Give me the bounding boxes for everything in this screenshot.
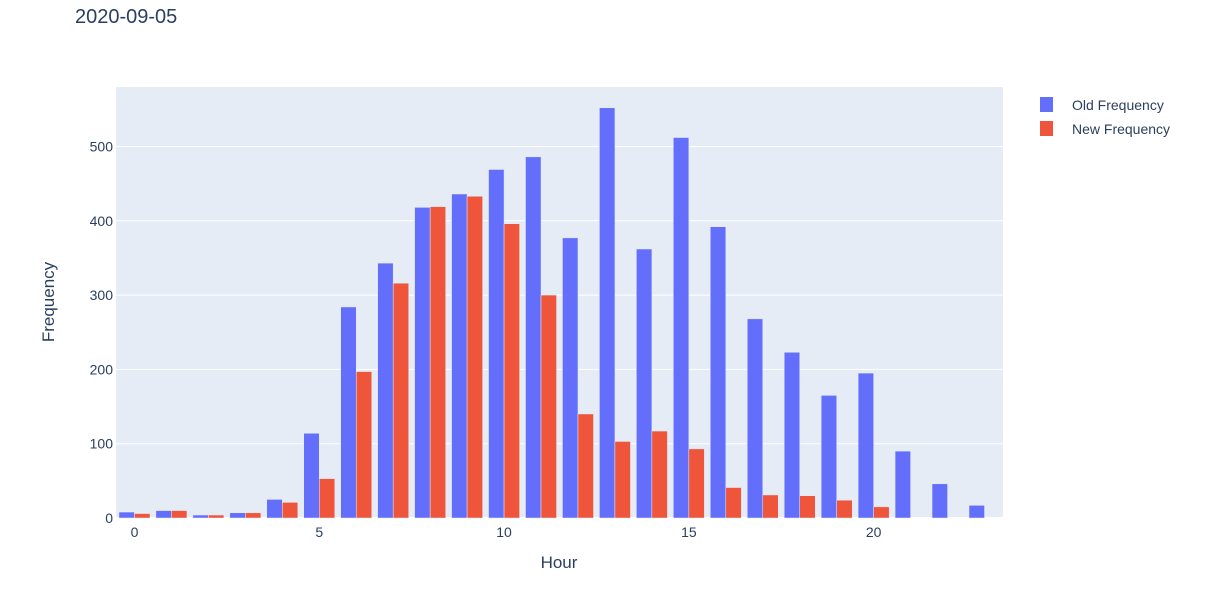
bar-new-frequency-hour-8[interactable] (429, 206, 446, 519)
bar-old-frequency-hour-12[interactable] (562, 237, 579, 519)
y-axis-ticks: 0 100 200 300 400 500 (90, 138, 114, 526)
bar-old-frequency-hour-13[interactable] (599, 107, 616, 519)
x-tick-label: 5 (315, 524, 323, 540)
x-tick-label: 10 (496, 524, 512, 540)
y-tick-label: 200 (90, 361, 114, 377)
x-axis-title: Hour (541, 553, 578, 572)
bar-new-frequency-hour-5[interactable] (319, 478, 336, 519)
bar-old-frequency-hour-11[interactable] (525, 156, 542, 519)
bar-new-frequency-hour-4[interactable] (282, 502, 299, 519)
bar-old-frequency-hour-14[interactable] (636, 248, 653, 519)
bar-old-frequency-hour-20[interactable] (857, 372, 874, 519)
chart-title: 2020-09-05 (75, 6, 177, 28)
bar-old-frequency-hour-5[interactable] (303, 433, 320, 519)
bar-old-frequency-hour-3[interactable] (229, 512, 246, 519)
legend-label-new-frequency: New Frequency (1072, 121, 1170, 137)
legend-swatch-old-frequency (1040, 97, 1053, 112)
bar-old-frequency-hour-18[interactable] (783, 352, 800, 519)
legend-label-old-frequency: Old Frequency (1072, 97, 1164, 113)
legend-item-new-frequency[interactable]: New Frequency (1040, 121, 1170, 137)
bar-new-frequency-hour-16[interactable] (725, 487, 742, 519)
bar-new-frequency-hour-14[interactable] (651, 430, 668, 519)
bar-new-frequency-hour-20[interactable] (873, 506, 890, 519)
bar-old-frequency-hour-22[interactable] (931, 483, 948, 519)
bars (118, 107, 985, 519)
gridlines (116, 145, 1003, 519)
y-axis-title: Frequency (39, 261, 58, 342)
legend-swatch-new-frequency (1040, 121, 1053, 136)
bar-old-frequency-hour-10[interactable] (488, 169, 505, 519)
bar-old-frequency-hour-6[interactable] (340, 306, 357, 519)
y-tick-label: 500 (90, 138, 114, 154)
bar-new-frequency-hour-9[interactable] (466, 195, 483, 519)
bar-new-frequency-hour-10[interactable] (503, 223, 520, 519)
bar-new-frequency-hour-2[interactable] (208, 514, 225, 519)
bar-new-frequency-hour-7[interactable] (392, 282, 409, 519)
bar-old-frequency-hour-9[interactable] (451, 193, 468, 519)
bar-new-frequency-hour-17[interactable] (762, 494, 779, 519)
x-tick-label: 15 (681, 524, 697, 540)
x-tick-label: 0 (131, 524, 139, 540)
bar-old-frequency-hour-16[interactable] (710, 226, 727, 519)
bar-new-frequency-hour-11[interactable] (540, 294, 557, 519)
bar-new-frequency-hour-1[interactable] (171, 510, 188, 519)
bar-new-frequency-hour-0[interactable] (134, 513, 151, 519)
y-tick-label: 400 (90, 213, 114, 229)
bar-old-frequency-hour-0[interactable] (118, 511, 135, 519)
bar-old-frequency-hour-23[interactable] (968, 505, 985, 519)
legend: Old Frequency New Frequency (1040, 97, 1170, 137)
bar-old-frequency-hour-8[interactable] (414, 207, 431, 519)
bar-old-frequency-hour-2[interactable] (192, 514, 209, 519)
plot-background (116, 87, 1003, 518)
bar-old-frequency-hour-4[interactable] (266, 499, 283, 519)
bar-new-frequency-hour-13[interactable] (614, 441, 631, 519)
y-tick-label: 300 (90, 287, 114, 303)
bar-new-frequency-hour-19[interactable] (836, 499, 853, 519)
bar-new-frequency-hour-3[interactable] (245, 512, 262, 519)
y-tick-label: 0 (105, 510, 113, 526)
x-tick-label: 20 (866, 524, 882, 540)
x-axis-ticks: 0 5 10 15 20 (131, 524, 882, 540)
bar-old-frequency-hour-15[interactable] (673, 137, 690, 519)
bar-old-frequency-hour-21[interactable] (894, 450, 911, 519)
legend-item-old-frequency[interactable]: Old Frequency (1040, 97, 1164, 113)
bar-old-frequency-hour-17[interactable] (746, 318, 764, 519)
bar-old-frequency-hour-7[interactable] (377, 262, 394, 519)
bar-new-frequency-hour-15[interactable] (688, 448, 705, 519)
y-tick-label: 100 (90, 436, 114, 452)
bar-new-frequency-hour-6[interactable] (355, 371, 373, 519)
bar-old-frequency-hour-1[interactable] (155, 510, 172, 519)
bar-new-frequency-hour-18[interactable] (799, 495, 816, 519)
bar-old-frequency-hour-19[interactable] (820, 395, 837, 519)
bar-new-frequency-hour-12[interactable] (577, 413, 594, 519)
